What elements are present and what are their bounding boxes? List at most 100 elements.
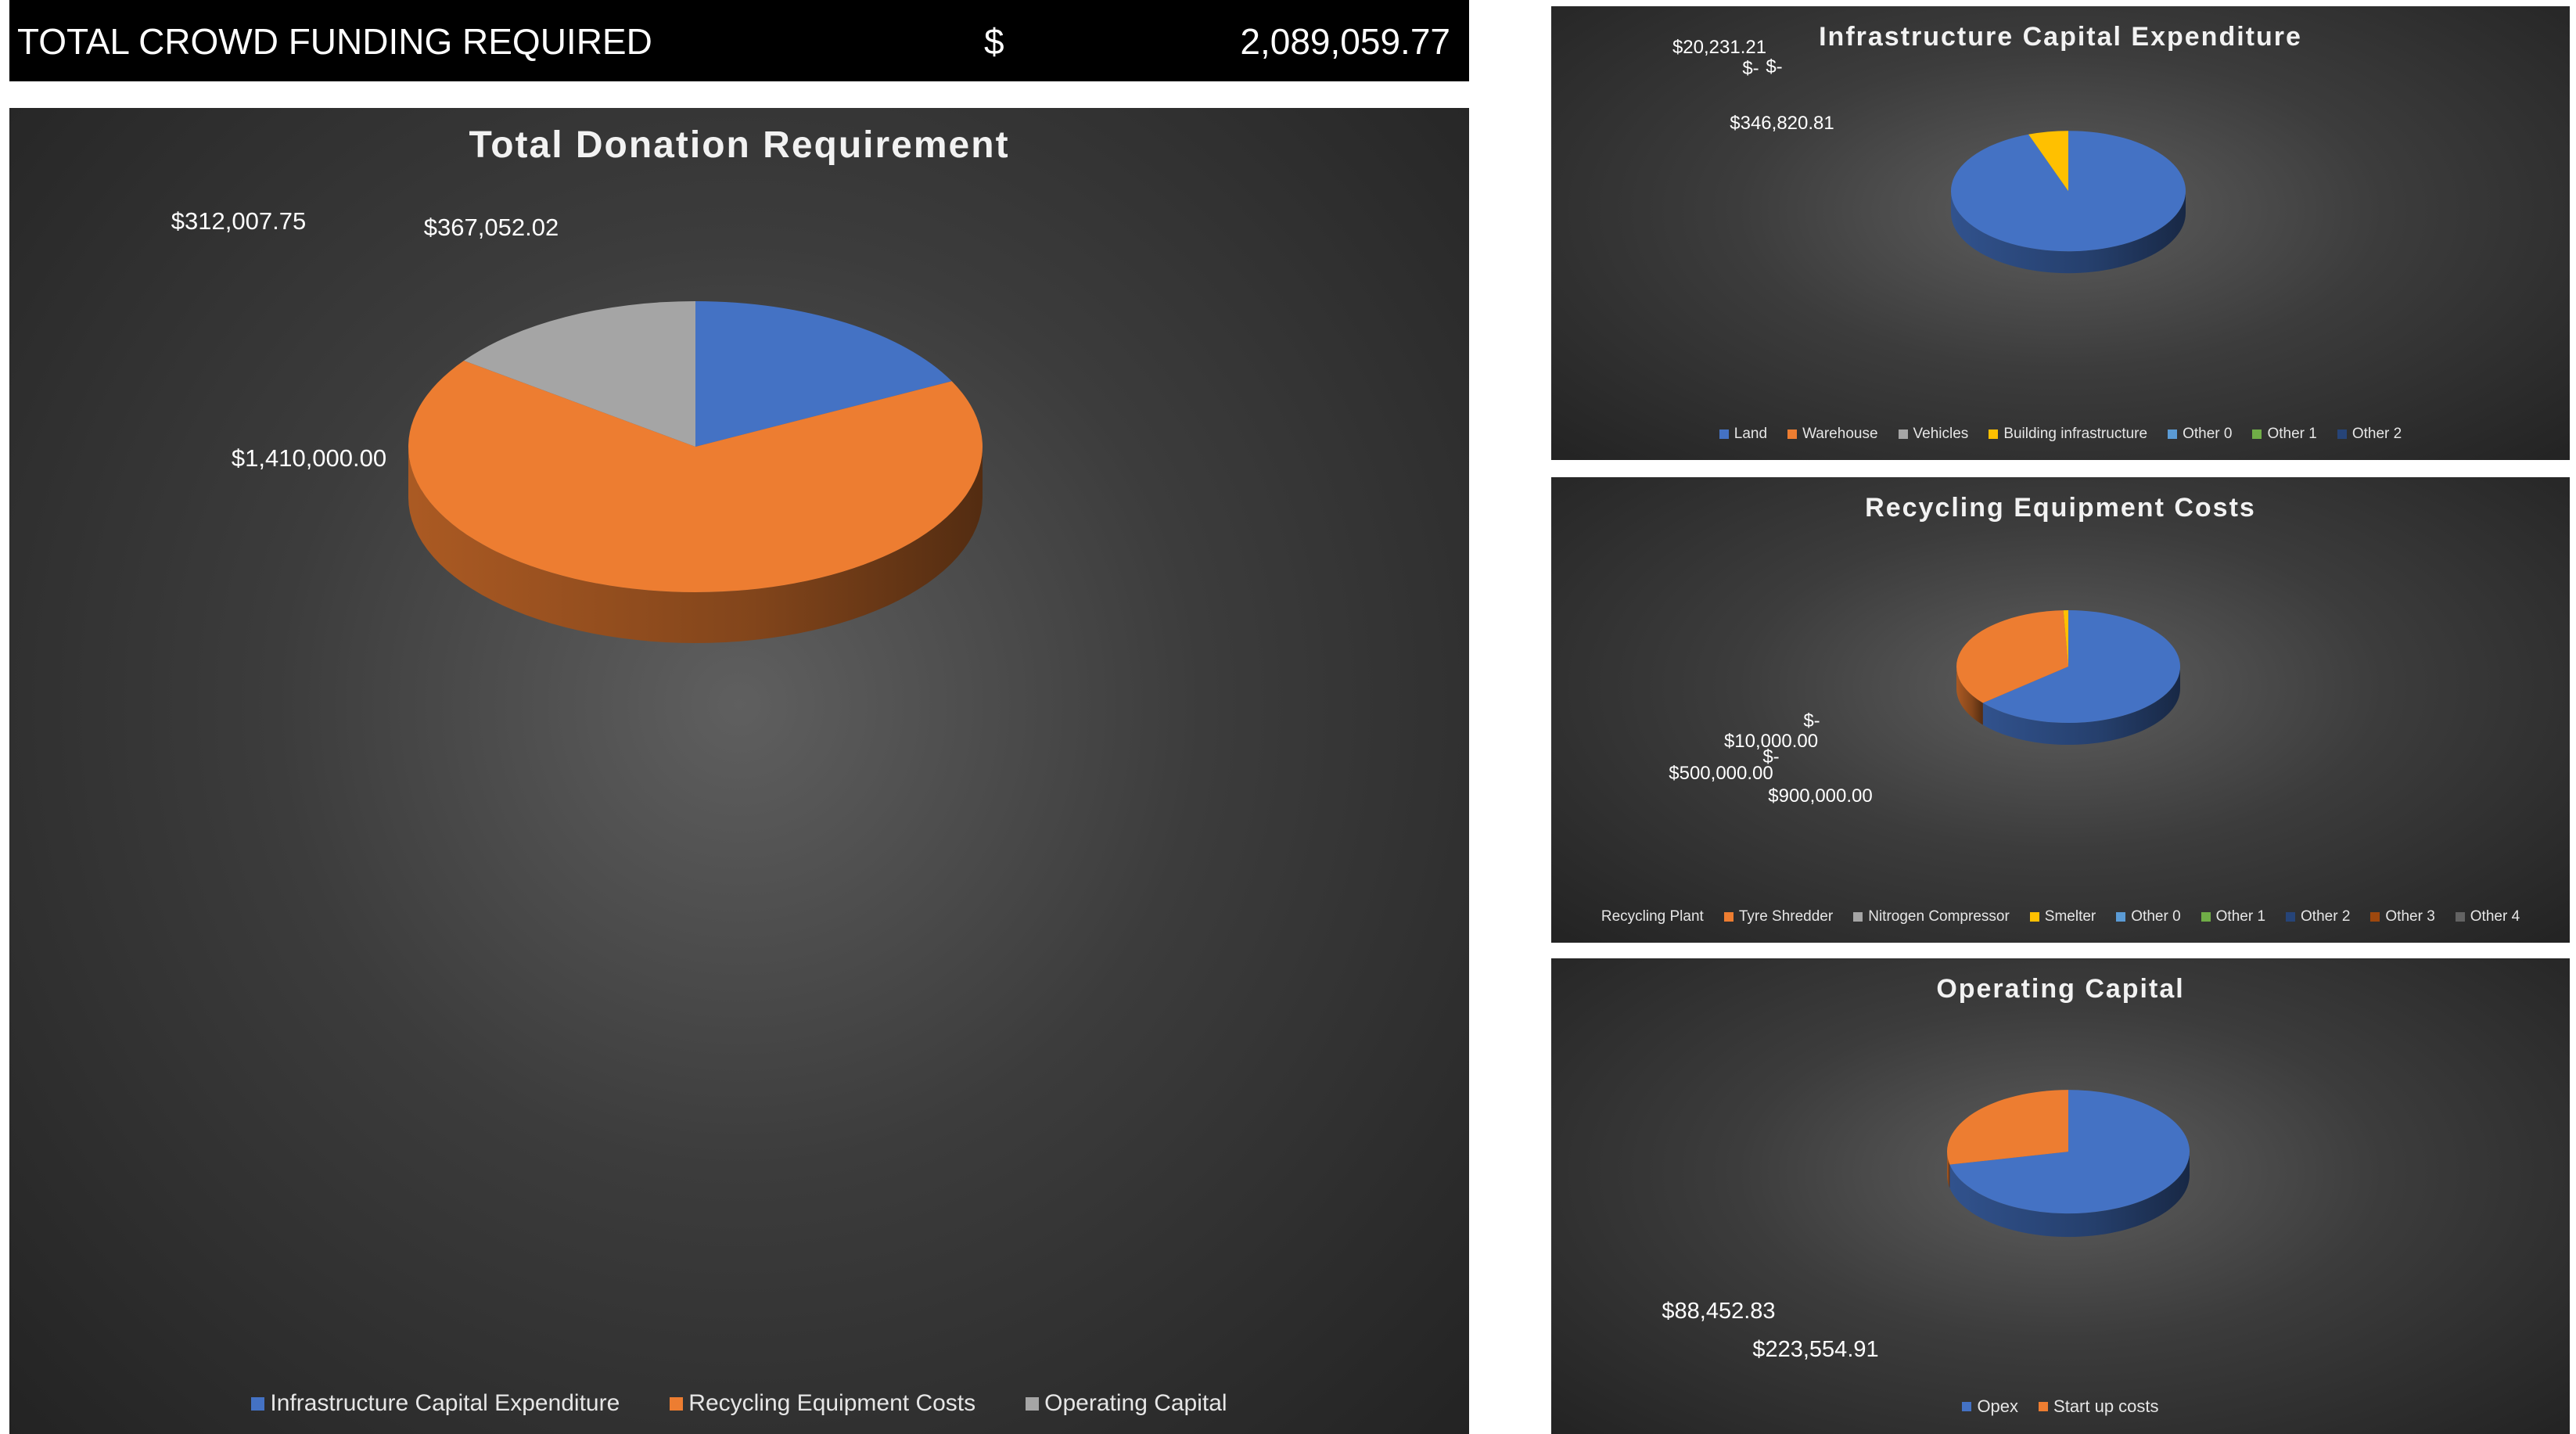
- chart-legend: Land Warehouse Vehicles Building infrastruc…: [1551, 426, 2570, 443]
- pie-slice-building-infrastructure: [2028, 131, 2068, 192]
- total-funding-currency: $: [984, 21, 1004, 62]
- chart-legend: Infrastructure Capital Expenditure Recycl…: [9, 1390, 1469, 1417]
- legend-swatch: [1719, 429, 1729, 439]
- legend-item: Other 1: [2201, 908, 2265, 925]
- legend-label: Vehicles: [1913, 426, 1969, 442]
- operating-capital-pie: $223,554.91 $88,452.83: [1662, 1090, 2190, 1362]
- pie-slice-smelter: [2063, 610, 2068, 667]
- data-label: $88,452.83: [1662, 1299, 1775, 1324]
- legend-label: Other 0: [2183, 426, 2233, 442]
- recycling-equipment-pie: $900,000.00$500,000.00 $10,000.00$- $-: [1669, 610, 2180, 807]
- data-label: $346,820.81: [1730, 113, 1834, 134]
- pie-side-recycling-plant: [1982, 667, 2180, 746]
- data-label: $900,000.00: [1768, 785, 1872, 807]
- data-label: $-: [1803, 710, 1820, 731]
- legend-swatch: [2337, 429, 2347, 439]
- data-label: $10,000.00: [1724, 731, 1818, 752]
- legend-item: Infrastructure Capital Expenditure: [251, 1390, 620, 1417]
- legend-label: Other 4: [2470, 908, 2520, 925]
- legend-label: Recycling Plant: [1601, 908, 1704, 925]
- legend-item: Smelter: [2029, 908, 2096, 925]
- infrastructure-capex-chart: $346,820.81 $20,231.21 $- $- Infrastructure…: [1551, 6, 2570, 460]
- legend-item: Tyre Shredder: [1723, 908, 1834, 925]
- infrastructure-capex-pie: $346,820.81 $20,231.21$- $-: [1672, 37, 2186, 274]
- pie-slice-operating-capital: [463, 301, 695, 447]
- legend-label: Warehouse: [1802, 426, 1878, 442]
- data-label: $500,000.00: [1669, 763, 1773, 784]
- pie-side-tyre-shredder: [1956, 667, 1983, 725]
- legend-item: Other 4: [2455, 908, 2520, 925]
- legend-swatch: [2029, 912, 2039, 922]
- pie-top: [408, 301, 983, 593]
- data-label: $312,007.75: [171, 207, 306, 235]
- legend-item: Opex: [1962, 1396, 2018, 1417]
- legend-item: Operating Capital: [1026, 1390, 1227, 1417]
- pie-side-recycling-equipment-costs: [408, 447, 983, 643]
- legend-label: Land: [1734, 426, 1768, 442]
- pie-slice-infrastructure-capital-expenditure: [695, 301, 952, 447]
- data-label: $-: [1766, 56, 1782, 77]
- total-donation-pie: $367,052.02 $1,410,000.00 $312,007.75: [171, 207, 983, 643]
- pie-sides: [1947, 1152, 2190, 1238]
- legend-label: Other 1: [2267, 426, 2317, 442]
- legend-item: Other 1: [2252, 426, 2317, 443]
- chart-title: Total Donation Requirement: [469, 124, 1010, 166]
- legend-label: Tyre Shredder: [1738, 908, 1834, 925]
- legend-item: Recycling Plant: [1601, 908, 1704, 925]
- legend-item: Other 2: [2286, 908, 2350, 925]
- data-label: $20,231.21: [1672, 37, 1766, 58]
- legend-label: Smelter: [2044, 908, 2096, 925]
- legend-item: Warehouse: [1787, 426, 1878, 443]
- chart-title: Operating Capital: [1936, 974, 2185, 1004]
- legend-swatch: [2252, 429, 2262, 439]
- legend-label: Other 1: [2215, 908, 2266, 925]
- data-label: $367,052.02: [424, 214, 559, 241]
- pie-slice-recycling-plant: [1982, 610, 2180, 724]
- pie-sides: [408, 447, 983, 643]
- legend-swatch: [1723, 912, 1734, 922]
- total-donation-chart: $367,052.02 $1,410,000.00 $312,007.75 Tota…: [9, 108, 1469, 1434]
- legend-swatch: [251, 1396, 265, 1411]
- data-label: $-: [1742, 58, 1759, 79]
- legend-label: Recycling Equipment Costs: [688, 1390, 976, 1416]
- legend-swatch: [1898, 429, 1908, 439]
- chart-title: Infrastructure Capital Expenditure: [1819, 22, 2302, 52]
- legend-swatch: [1787, 429, 1798, 439]
- legend-label: Other 0: [2131, 908, 2181, 925]
- total-funding-header: TOTAL CROWD FUNDING REQUIRED $ 2,089,059…: [9, 0, 1469, 81]
- legend-label: Start up costs: [2053, 1396, 2159, 1416]
- legend-item: Other 0: [2168, 426, 2232, 443]
- legend-item: Other 2: [2337, 426, 2402, 443]
- legend-label: Nitrogen Compressor: [1868, 908, 2010, 925]
- legend-item: Start up costs: [2039, 1396, 2159, 1417]
- legend-swatch: [1026, 1396, 1040, 1411]
- data-label: $-: [1762, 746, 1779, 767]
- recycling-equipment-chart: $900,000.00 $500,000.00 $10,000.00 $- $- Rec…: [1551, 477, 2570, 943]
- legend-label: Infrastructure Capital Expenditure: [270, 1390, 620, 1416]
- legend-swatch: [2039, 1402, 2049, 1411]
- pie-slice-opex: [1949, 1090, 2190, 1214]
- chart-title: Recycling Equipment Costs: [1865, 493, 2256, 523]
- legend-label: Opex: [1977, 1396, 2019, 1416]
- operating-capital-chart: $223,554.91 $88,452.83 Operating Capital …: [1551, 958, 2570, 1434]
- legend-label: Other 2: [2301, 908, 2351, 925]
- legend-swatch: [1962, 1402, 1972, 1411]
- pie-side-opex: [1949, 1152, 2190, 1238]
- data-label: $223,554.91: [1752, 1337, 1878, 1362]
- total-funding-label: TOTAL CROWD FUNDING REQUIRED: [17, 21, 652, 62]
- legend-label: Building infrastructure: [2003, 426, 2148, 442]
- pie-sides: [1951, 191, 2186, 274]
- data-label: $1,410,000.00: [232, 444, 386, 472]
- legend-item: Vehicles: [1898, 426, 1969, 443]
- pie-side-start-up-costs: [1947, 1152, 1950, 1188]
- pie-slice-tyre-shredder: [1956, 610, 2068, 703]
- legend-label: Other 2: [2351, 426, 2402, 442]
- legend-swatch: [2455, 912, 2465, 922]
- legend-swatch: [2201, 912, 2211, 922]
- legend-item: Nitrogen Compressor: [1853, 908, 2010, 925]
- legend-item: Land: [1719, 426, 1767, 443]
- legend-item: Recycling Equipment Costs: [670, 1390, 975, 1417]
- legend-item: Building infrastructure: [1989, 426, 2147, 443]
- legend-label: Operating Capital: [1044, 1390, 1227, 1416]
- pie-top: [1951, 131, 2186, 252]
